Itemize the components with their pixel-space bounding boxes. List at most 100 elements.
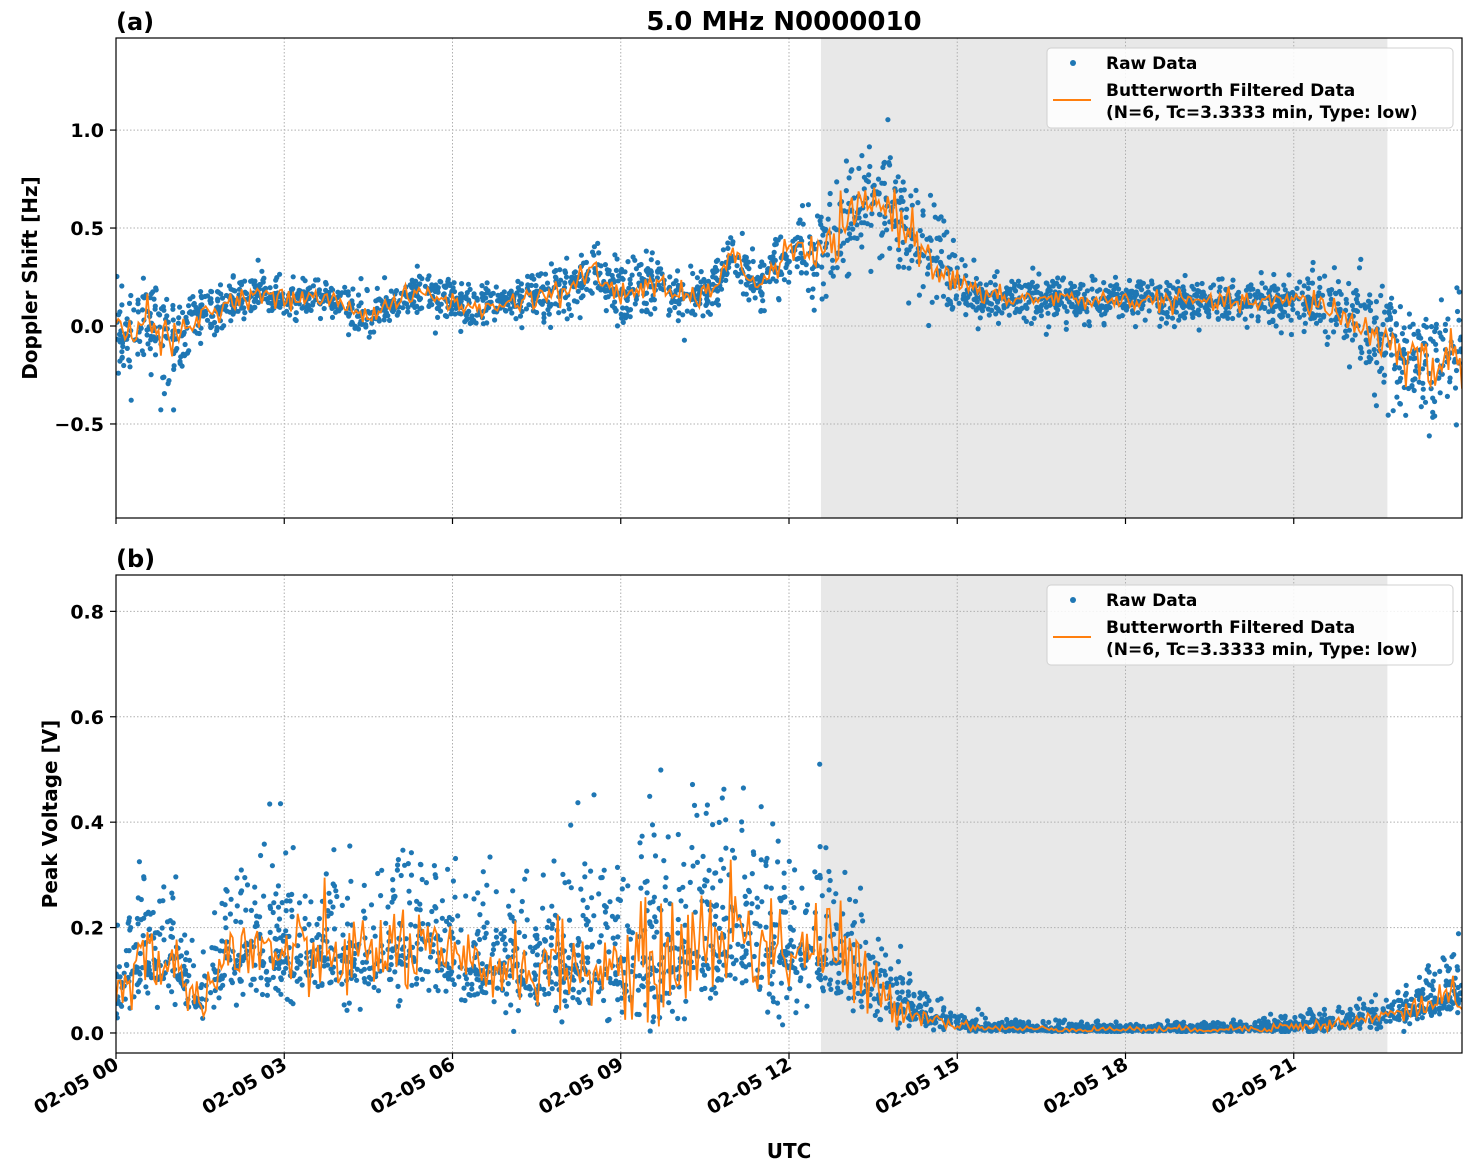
raw-data-point <box>713 265 718 270</box>
raw-data-point <box>1038 304 1043 309</box>
raw-data-point <box>934 295 939 300</box>
raw-data-point <box>625 259 630 264</box>
raw-data-point <box>404 301 409 306</box>
raw-data-point <box>537 273 542 278</box>
raw-data-point <box>382 317 387 322</box>
raw-data-point <box>1317 276 1322 281</box>
raw-data-point <box>909 258 914 263</box>
raw-data-point <box>695 275 700 280</box>
raw-data-point <box>1139 294 1144 299</box>
raw-data-point <box>1214 310 1219 315</box>
raw-data-point <box>961 292 966 297</box>
raw-data-point <box>220 296 225 301</box>
raw-data-point <box>474 977 479 982</box>
raw-data-point <box>157 312 162 317</box>
raw-data-point <box>317 916 322 921</box>
raw-data-point <box>725 240 730 245</box>
raw-data-point <box>794 970 799 975</box>
raw-data-point <box>276 883 281 888</box>
raw-data-point <box>1044 332 1049 337</box>
raw-data-point <box>749 901 754 906</box>
raw-data-point <box>220 976 225 981</box>
raw-data-point <box>450 977 455 982</box>
raw-data-point <box>459 281 464 286</box>
raw-data-point <box>209 289 214 294</box>
raw-data-point <box>418 967 423 972</box>
raw-data-point <box>1047 303 1052 308</box>
raw-data-point <box>452 982 457 987</box>
raw-data-point <box>161 937 166 942</box>
raw-data-point <box>743 894 748 899</box>
raw-data-point <box>1374 360 1379 365</box>
raw-data-point <box>984 282 989 287</box>
raw-data-point <box>1301 312 1306 317</box>
raw-data-point <box>1183 310 1188 315</box>
raw-data-point <box>754 942 759 947</box>
raw-data-point <box>625 883 630 888</box>
raw-data-point <box>186 303 191 308</box>
raw-data-point <box>1355 300 1360 305</box>
raw-data-point <box>228 318 233 323</box>
raw-data-point <box>1060 277 1065 282</box>
raw-data-point <box>1095 1018 1100 1023</box>
raw-data-point <box>466 282 471 287</box>
raw-data-point <box>610 914 615 919</box>
raw-data-point <box>1448 375 1453 380</box>
raw-data-point <box>1139 306 1144 311</box>
raw-data-point <box>834 179 839 184</box>
raw-data-point <box>162 391 167 396</box>
raw-data-point <box>585 960 590 965</box>
raw-data-point <box>716 977 721 982</box>
raw-data-point <box>770 995 775 1000</box>
raw-data-point <box>652 297 657 302</box>
raw-data-point <box>205 293 210 298</box>
raw-data-point <box>746 888 751 893</box>
raw-data-point <box>433 984 438 989</box>
raw-data-point <box>135 916 140 921</box>
raw-data-point <box>397 998 402 1003</box>
raw-data-point <box>707 868 712 873</box>
raw-data-point <box>615 914 620 919</box>
raw-data-point <box>313 277 318 282</box>
raw-data-point <box>630 273 635 278</box>
raw-data-point <box>186 348 191 353</box>
raw-data-point <box>705 299 710 304</box>
raw-data-point <box>792 867 797 872</box>
raw-data-point <box>690 782 695 787</box>
raw-data-point <box>409 850 414 855</box>
raw-data-point <box>402 863 407 868</box>
raw-data-point <box>603 262 608 267</box>
raw-data-point <box>502 928 507 933</box>
raw-data-point <box>1403 413 1408 418</box>
raw-data-point <box>1091 278 1096 283</box>
raw-data-point <box>1410 378 1415 383</box>
raw-data-point <box>938 260 943 265</box>
raw-data-point <box>996 1021 1001 1026</box>
raw-data-point <box>364 287 369 292</box>
raw-data-point <box>1259 293 1264 298</box>
raw-data-point <box>1245 325 1250 330</box>
raw-data-point <box>503 1010 508 1015</box>
raw-data-point <box>504 991 509 996</box>
raw-data-point <box>541 987 546 992</box>
raw-data-point <box>1268 1012 1273 1017</box>
raw-data-point <box>436 290 441 295</box>
raw-data-point <box>814 272 819 277</box>
raw-data-point <box>1190 312 1195 317</box>
raw-data-point <box>572 270 577 275</box>
raw-data-point <box>941 1008 946 1013</box>
raw-data-point <box>550 986 555 991</box>
raw-data-point <box>346 332 351 337</box>
raw-data-point <box>792 905 797 910</box>
raw-data-point <box>926 323 931 328</box>
raw-data-point <box>462 319 467 324</box>
raw-data-point <box>831 899 836 904</box>
raw-data-point <box>1419 404 1424 409</box>
raw-data-point <box>1423 978 1428 983</box>
raw-data-point <box>1420 381 1425 386</box>
raw-data-point <box>556 310 561 315</box>
raw-data-point <box>850 923 855 928</box>
raw-data-point <box>340 932 345 937</box>
raw-data-point <box>384 295 389 300</box>
raw-data-point <box>541 872 546 877</box>
